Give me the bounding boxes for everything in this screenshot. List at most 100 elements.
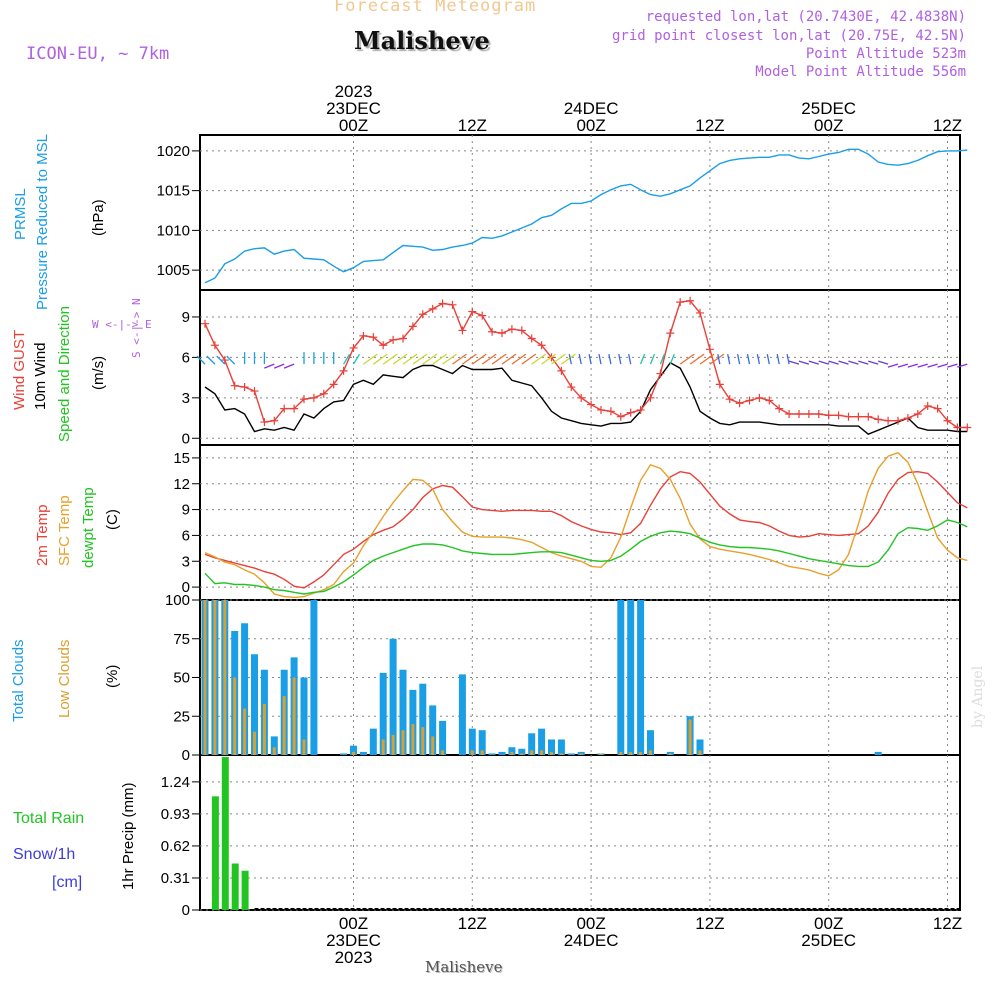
time-axis-label-bottom: 12Z bbox=[933, 914, 962, 933]
low-cloud-bar bbox=[579, 753, 583, 755]
wind-gust-marker bbox=[250, 387, 259, 396]
wind-gust-marker bbox=[666, 329, 675, 338]
time-axis-label-top: 12Z bbox=[933, 116, 962, 135]
y-tick-label: 1005 bbox=[157, 262, 190, 279]
wind-direction-arrow bbox=[798, 360, 810, 365]
wind-direction-arrow bbox=[216, 355, 226, 365]
wind-direction-arrow bbox=[887, 363, 899, 368]
total-cloud-bar bbox=[637, 600, 645, 755]
wind-gust-marker bbox=[814, 410, 823, 418]
wind-direction-arrow bbox=[588, 354, 592, 365]
total-cloud-bar bbox=[498, 751, 506, 755]
wind-direction-arrow bbox=[659, 353, 666, 365]
requested-coords: requested lon,lat (20.7430E, 42.4838N) bbox=[645, 9, 966, 25]
wind-direction-arrow bbox=[561, 353, 576, 365]
wind-direction-arrow bbox=[947, 363, 958, 368]
wind-direction-arrow bbox=[808, 360, 819, 365]
wind-direction-arrow bbox=[957, 363, 968, 368]
wind-gust-marker bbox=[894, 416, 902, 425]
total-cloud-bar bbox=[478, 730, 486, 755]
wind-direction-arrow bbox=[709, 353, 725, 365]
wind-gust-marker bbox=[448, 300, 457, 309]
y-tick-label: 6 bbox=[182, 527, 190, 544]
wind-gust-marker bbox=[210, 341, 219, 350]
total-cloud-bar bbox=[369, 728, 377, 755]
wind-direction-arrow bbox=[618, 354, 622, 365]
wind-direction-arrow bbox=[736, 354, 741, 365]
low-cloud-bar bbox=[243, 708, 247, 755]
wind-direction-arrow bbox=[511, 353, 527, 365]
y-tick-label: 0 bbox=[182, 579, 190, 596]
y-tick-label: 0 bbox=[182, 747, 190, 764]
wind-gust-marker bbox=[567, 383, 576, 392]
y-tick-label: 6 bbox=[182, 349, 190, 366]
point-altitude: Point Altitude 523m bbox=[805, 46, 966, 62]
total-cloud-bar bbox=[528, 733, 536, 755]
wind-gust-marker bbox=[765, 396, 774, 405]
wind-gust-marker bbox=[240, 383, 249, 392]
wind-gust-marker bbox=[369, 333, 378, 342]
wind-direction-arrow bbox=[541, 353, 556, 365]
wind-direction-arrow bbox=[531, 353, 547, 365]
y-tick-label: 0 bbox=[182, 430, 190, 447]
rain-bar bbox=[211, 796, 219, 910]
y-tick-label: 1015 bbox=[157, 183, 190, 200]
total-cloud-bar bbox=[429, 705, 437, 755]
y-tick-label: 15 bbox=[173, 450, 190, 467]
wind-direction-arrow bbox=[838, 360, 849, 365]
wind-direction-arrow bbox=[568, 354, 572, 365]
total-cloud-bar bbox=[538, 728, 546, 755]
y-tick-label: 75 bbox=[173, 631, 190, 648]
wind-direction-arrow bbox=[727, 354, 731, 365]
wind-direction-arrow bbox=[608, 354, 612, 365]
wind-gust-marker bbox=[359, 331, 368, 340]
panel-frame bbox=[199, 134, 961, 291]
wind-gust-marker bbox=[656, 369, 665, 378]
total-cloud-bar bbox=[409, 689, 417, 755]
wind-direction-arrow bbox=[897, 363, 909, 368]
wind-direction-arrow bbox=[226, 355, 236, 365]
wind-direction-arrow bbox=[756, 354, 761, 365]
model-label: ICON-EU, ~ 7km bbox=[26, 44, 170, 64]
wind-gust-line bbox=[204, 300, 968, 429]
low-cloud-bar bbox=[639, 751, 643, 755]
wind-gust-marker bbox=[775, 404, 784, 413]
wind-direction-arrow bbox=[352, 353, 361, 365]
wind-gust-marker bbox=[498, 329, 506, 338]
location-title: Malisheve bbox=[354, 26, 490, 55]
time-axis-label-bottom: 00Z bbox=[576, 914, 605, 933]
wind-direction-arrow bbox=[481, 353, 497, 365]
wind-gust-marker bbox=[913, 410, 922, 418]
wind-gust-marker bbox=[280, 404, 289, 413]
wind-gust-marker bbox=[903, 414, 912, 423]
low-cloud-bar bbox=[550, 751, 553, 755]
time-axis-label-bottom: 2023 bbox=[335, 948, 373, 967]
wind-direction-arrow bbox=[343, 353, 351, 365]
wind-direction-arrow bbox=[392, 353, 408, 365]
wind-direction-arrow bbox=[598, 354, 602, 365]
wind-gust-marker bbox=[230, 381, 239, 390]
wind-gust-marker bbox=[309, 393, 318, 402]
wind-direction-arrow bbox=[858, 360, 869, 365]
total-cloud-bar bbox=[350, 745, 357, 755]
low-cloud-bar bbox=[619, 751, 623, 755]
wind-10m-line bbox=[204, 361, 968, 436]
time-axis-label-top: 12Z bbox=[695, 116, 724, 135]
wind-direction-arrow bbox=[717, 354, 721, 365]
wind-direction-arrow bbox=[877, 360, 889, 365]
total-cloud-bar bbox=[251, 654, 258, 755]
wind-gust-marker bbox=[686, 296, 695, 305]
wind-gust-marker bbox=[488, 327, 497, 336]
total-cloud-bar bbox=[359, 751, 367, 755]
wind-direction-arrow bbox=[669, 353, 675, 365]
total-cloud-bar bbox=[617, 600, 625, 755]
wind-direction-arrow bbox=[491, 353, 507, 365]
wind-direction-arrow bbox=[699, 353, 715, 365]
wind-gust-marker bbox=[606, 407, 615, 416]
wind-gust-marker bbox=[636, 405, 645, 414]
low-cloud-bar bbox=[431, 736, 435, 755]
wind-direction-arrow bbox=[452, 353, 467, 365]
wind-gust-marker bbox=[428, 304, 437, 313]
y-tick-label: 25 bbox=[173, 708, 190, 725]
wind-direction-arrow bbox=[828, 360, 839, 365]
